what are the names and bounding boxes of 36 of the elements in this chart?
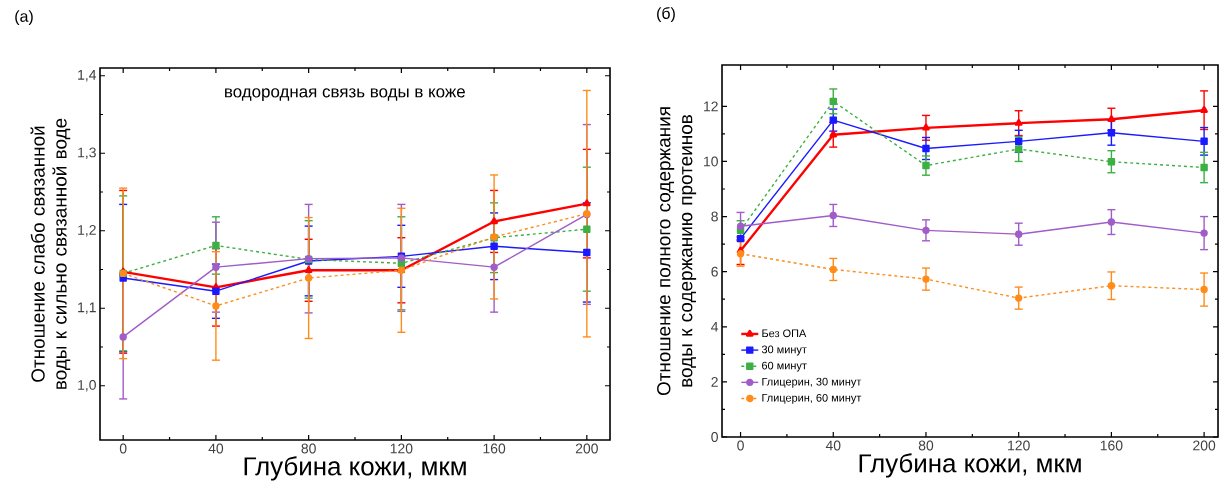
legend-label: 30 минут bbox=[761, 345, 807, 356]
x-tick-label: 200 bbox=[575, 443, 598, 454]
legend-label: 60 минут bbox=[762, 361, 807, 372]
legend-label: Без ОПА bbox=[762, 329, 807, 338]
x-tick-label: 40 bbox=[825, 440, 841, 451]
x-tick-label: 0 bbox=[737, 440, 744, 451]
x-tick-label: 0 bbox=[119, 443, 127, 454]
y-tick-label: 1,3 bbox=[78, 147, 96, 160]
y-tick-label: 1,0 bbox=[78, 379, 96, 392]
y-tick-label: 10 bbox=[704, 156, 718, 167]
chart-title: (а) bbox=[15, 10, 33, 26]
y-tick-label: 1,4 bbox=[78, 70, 97, 82]
y-tick-label: 4 bbox=[711, 321, 719, 332]
x-axis-title: Глубина кожи, мкм bbox=[859, 453, 1081, 478]
y-tick-label: 8 bbox=[711, 211, 718, 222]
x-tick-label: 200 bbox=[1193, 440, 1216, 451]
x-tick-label: 80 bbox=[918, 440, 934, 451]
y-tick-label: 12 bbox=[704, 101, 718, 112]
y-axis-title: Отношение слабо связанной воды к сильно связанной воде bbox=[30, 118, 71, 389]
x-tick-label: 80 bbox=[301, 443, 316, 454]
x-tick-label: 120 bbox=[1008, 440, 1030, 451]
x-tick-label: 40 bbox=[208, 443, 224, 454]
x-tick-label: 120 bbox=[390, 443, 413, 454]
x-tick-label: 160 bbox=[1100, 440, 1123, 451]
y-tick-label: 6 bbox=[711, 266, 718, 277]
annotation: водородная связь воды в коже bbox=[225, 88, 465, 101]
y-tick-label: 0 bbox=[711, 432, 718, 442]
chart-title: (б) bbox=[657, 7, 675, 23]
x-axis-title: Глубина кожи, мкм bbox=[244, 456, 466, 481]
x-tick-label: 160 bbox=[483, 443, 506, 454]
y-tick-label: 2 bbox=[711, 377, 718, 387]
y-axis-title: Отношение полного содержания воды к содержанию протеинов bbox=[657, 107, 697, 396]
y-tick-label: 1,2 bbox=[78, 224, 96, 237]
legend-label: Глицерин, 30 минут bbox=[762, 377, 862, 388]
legend-label: Глицерин, 60 минут bbox=[762, 393, 862, 404]
y-tick-label: 1,1 bbox=[78, 302, 96, 314]
